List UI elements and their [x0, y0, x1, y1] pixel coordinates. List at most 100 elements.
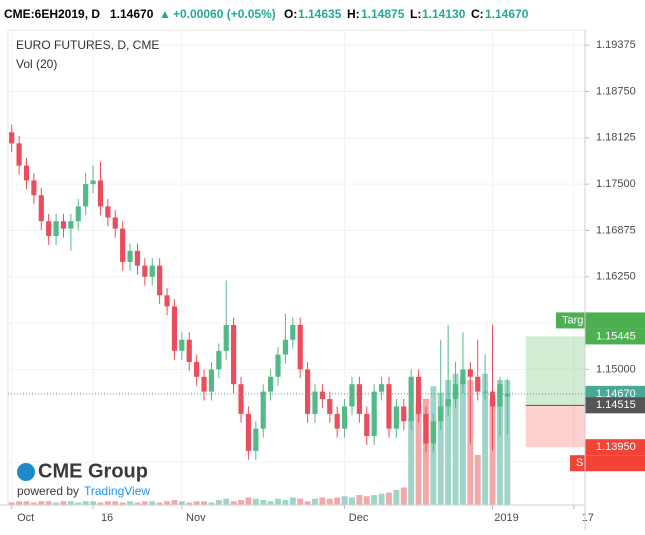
candle-body: [378, 384, 385, 392]
high: 1.14875: [361, 7, 405, 21]
target-tag-box: [556, 312, 645, 329]
candle-body: [179, 339, 185, 351]
y-tick-label: 1.19375: [596, 39, 636, 51]
volume-bar: [60, 501, 67, 505]
volume-bar: [23, 501, 30, 505]
candle-body: [194, 361, 200, 377]
volume-bar: [45, 501, 52, 505]
volume-bar: [378, 493, 385, 505]
y-tick-label: 1.17500: [596, 178, 636, 190]
volume-bar: [38, 501, 45, 505]
candle-body: [282, 339, 288, 355]
volume-bar: [30, 502, 37, 505]
volume-bar: [171, 500, 178, 505]
y-tick-label: 1.18125: [596, 132, 636, 144]
volume-bar: [474, 455, 481, 505]
volume-bar: [341, 496, 348, 505]
volume-bar: [104, 501, 111, 505]
volume-bar: [67, 501, 74, 505]
candle-body: [157, 265, 163, 296]
stop-zone: [525, 405, 585, 448]
candle-body: [216, 350, 222, 370]
candle-body: [9, 132, 15, 144]
candle-body: [127, 250, 133, 262]
candle-body: [393, 406, 399, 429]
x-tick-label: Dec: [349, 512, 369, 524]
x-tick-label: 17: [582, 512, 594, 524]
volume-bar: [319, 497, 326, 505]
candle-body: [364, 413, 370, 437]
candle-body: [438, 406, 444, 422]
candle-body: [305, 369, 311, 414]
target-zone: [525, 336, 585, 406]
volume-bar: [223, 498, 230, 505]
volume-bar: [82, 501, 89, 505]
candle-body: [16, 143, 22, 166]
candle-body: [386, 384, 392, 429]
candle-body: [120, 228, 126, 262]
candle-body: [23, 165, 30, 181]
candle-body: [253, 428, 259, 451]
candle-body: [149, 265, 155, 277]
change: +0.00060 (+0.05%): [173, 7, 276, 21]
candle-body: [356, 384, 362, 414]
volume-bar: [408, 417, 415, 505]
stop-tag-box: [570, 455, 645, 472]
volume-bar: [275, 498, 281, 505]
y-tick-label: 1.15000: [596, 363, 636, 375]
volume-bar: [230, 501, 237, 505]
target-tag: Targ: [562, 314, 583, 326]
candle-body: [297, 324, 303, 370]
candle-body: [401, 406, 407, 422]
volume-bar: [400, 487, 407, 505]
volume-bar: [53, 502, 60, 505]
candle-body: [260, 391, 266, 429]
volume-bar: [119, 502, 126, 505]
marks: [8, 124, 585, 505]
volume-bar: [326, 498, 333, 505]
volume-bar: [215, 500, 222, 505]
brand: TradingView: [84, 484, 150, 498]
volume-bar: [267, 501, 274, 505]
volume-bar: [8, 502, 15, 505]
volume-bar: [164, 501, 171, 505]
legend-indicator: Vol (20): [16, 57, 57, 71]
volume-bar: [415, 405, 422, 505]
volume-bar: [297, 498, 304, 505]
open-label: O:: [284, 7, 297, 21]
volume-bar: [289, 497, 296, 505]
volume-bar: [238, 500, 244, 505]
candle-body: [171, 306, 178, 351]
legend-title: EURO FUTURES, D, CME: [16, 38, 159, 52]
entry-label: 1.14515: [596, 399, 636, 411]
target-label: 1.15445: [596, 330, 636, 342]
volume-bar: [356, 495, 363, 505]
volume-bar: [127, 501, 134, 505]
open: 1.14635: [298, 7, 342, 21]
high-label: H:: [347, 7, 360, 21]
volume-bar: [489, 398, 496, 505]
volume-bar: [208, 502, 215, 505]
volume-bar: [445, 380, 452, 505]
candle-body: [231, 324, 237, 385]
x-tick-label: 16: [101, 512, 113, 524]
candle-body: [97, 180, 104, 207]
candle-body: [68, 221, 74, 229]
close-label: C:: [471, 7, 484, 21]
volume-bar: [304, 501, 311, 505]
volume-bar: [141, 501, 148, 505]
candle-body: [31, 180, 37, 196]
candle-body: [445, 399, 451, 407]
last-price-label: 1.14670: [596, 388, 636, 400]
low: 1.14130: [422, 7, 466, 21]
candle-body: [223, 324, 229, 351]
candle-body: [142, 265, 148, 277]
axis: 1.19375 1.18750 1.18125 1.17500 1.16875 1.162…: [11, 39, 645, 524]
x-tick-label: 2019: [494, 512, 518, 524]
volume-bar: [349, 497, 355, 505]
volume-bar: [260, 500, 267, 505]
volume-bar: [193, 501, 200, 505]
grid: [8, 30, 585, 505]
candle-body: [46, 221, 52, 237]
